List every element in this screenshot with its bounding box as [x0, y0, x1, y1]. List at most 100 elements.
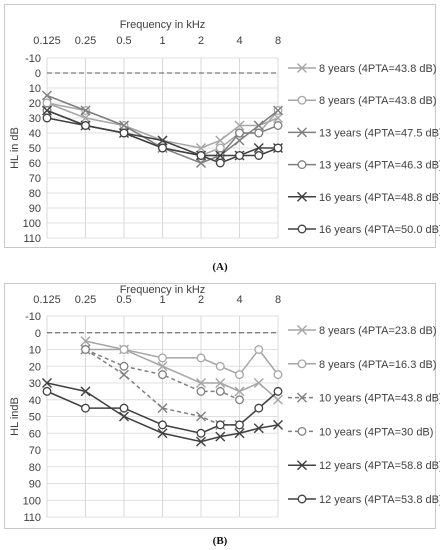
legend-label: 8 years (4PTA=43.8 dB)	[319, 63, 437, 75]
x-marker-stroke	[196, 378, 206, 388]
x-marker	[119, 411, 129, 422]
legend-label: 10 years (4PTA=43.8 dB)	[319, 393, 440, 405]
circle-marker	[119, 345, 129, 354]
chart-panel-a: -10 0 10 20 30 40 50 60 70 80 90 100 110 0.125 0.25 0.5…	[9, 19, 440, 245]
circle-marker	[119, 361, 129, 371]
circle-marker	[81, 403, 90, 413]
y-tick-label: 40	[29, 395, 41, 407]
circle-marker	[273, 121, 283, 130]
legend-label: 16 years (4PTA=48.8 dB)	[319, 192, 440, 204]
x-marker-stroke	[297, 63, 307, 73]
y-tick-label: 80	[29, 462, 41, 474]
x-marker	[157, 135, 168, 146]
legend-entry: 12 years (4PTA=58.8 dB)	[288, 460, 440, 472]
circle-marker	[119, 128, 129, 138]
x-marker-stroke	[80, 105, 91, 116]
y-tick-label: 110	[23, 512, 41, 524]
x-marker-stroke	[215, 135, 226, 146]
series-1	[80, 336, 283, 405]
circle-marker	[235, 128, 244, 138]
legend-entry: 13 years (4PTA=47.5 dB)	[288, 127, 440, 139]
legend-label: 8 years (4PTA=16.3 dB)	[319, 359, 437, 371]
x-marker	[215, 150, 226, 161]
x-tick-label: 2	[198, 35, 204, 47]
legend-entry: 8 years (4PTA=43.8 dB)	[288, 63, 437, 75]
legend-label: 16 years (4PTA=50.0 dB)	[319, 224, 440, 236]
x-marker-stroke	[157, 361, 168, 372]
x-marker	[196, 411, 206, 422]
circle-marker	[158, 420, 167, 430]
legend-label: 8 years (4PTA=23.8 dB)	[319, 325, 437, 337]
legend-entry: 10 years (4PTA=43.8 dB)	[288, 393, 440, 405]
y-tick-label: 70	[29, 173, 41, 185]
series-6	[42, 113, 283, 168]
x-marker	[42, 90, 52, 101]
legend-label: 10 years (4PTA=30 dB)	[319, 426, 433, 438]
x-marker	[42, 378, 52, 388]
x-marker-stroke	[273, 105, 283, 116]
y-tick-label: -10	[25, 311, 41, 323]
x-axis-title: Frequency in kHz	[120, 284, 206, 296]
circle-marker	[42, 113, 52, 123]
y-tick-label: 50	[29, 143, 41, 155]
series-line	[85, 340, 279, 401]
y-tick-label: 20	[29, 98, 41, 110]
circle-marker	[235, 370, 244, 380]
x-marker	[196, 378, 206, 388]
x-marker-stroke	[234, 135, 245, 146]
x-tick-label: 4	[236, 35, 242, 47]
x-marker	[297, 392, 307, 403]
x-tick-label: 1	[159, 35, 165, 47]
x-marker	[297, 127, 307, 138]
x-marker-stroke	[42, 105, 52, 116]
circle-marker	[215, 143, 225, 153]
y-tick-label: 80	[29, 188, 41, 200]
series-5	[42, 378, 283, 447]
x-marker-stroke	[297, 127, 307, 138]
x-marker	[80, 336, 91, 347]
x-marker	[273, 394, 283, 405]
x-marker	[297, 460, 307, 471]
legend-label: 13 years (4PTA=47.5 dB)	[319, 127, 440, 139]
x-marker-stroke	[215, 431, 226, 442]
y-tick-label: 70	[29, 445, 41, 457]
x-marker	[119, 120, 129, 131]
legend-entry: 12 years (4PTA=53.8 dB)	[288, 494, 440, 506]
circle-marker	[42, 98, 52, 108]
circle-marker	[297, 359, 307, 369]
y-tick-label: 100	[23, 218, 41, 230]
x-marker	[196, 436, 206, 447]
y-tick-label: -10	[25, 53, 41, 65]
x-marker-stroke	[253, 120, 264, 131]
y-tick-label: 40	[29, 128, 41, 140]
y-tick-label: 110	[23, 233, 41, 245]
x-tick-label: 8	[275, 35, 281, 47]
x-marker-stroke	[196, 436, 206, 447]
panel-a-frame	[4, 4, 436, 248]
x-marker-stroke	[297, 325, 307, 335]
x-marker	[234, 120, 245, 131]
x-marker	[157, 361, 168, 372]
x-marker-stroke	[196, 158, 206, 168]
circle-marker	[254, 128, 264, 138]
legend-entry: 16 years (4PTA=48.8 dB)	[288, 192, 440, 204]
circle-marker	[254, 345, 264, 354]
x-marker-stroke	[297, 392, 307, 403]
circle-marker	[196, 151, 206, 160]
x-marker	[297, 325, 307, 335]
x-tick-label: 1	[159, 294, 165, 306]
x-marker-stroke	[273, 394, 283, 405]
circle-marker	[297, 95, 307, 105]
circle-marker	[297, 160, 307, 170]
x-marker-stroke	[297, 460, 307, 471]
y-tick-label: 10	[29, 83, 41, 95]
circle-marker	[119, 403, 129, 413]
x-marker-stroke	[80, 113, 91, 123]
circle-marker	[215, 361, 225, 371]
legend-entry: 8 years (4PTA=16.3 dB)	[288, 359, 437, 371]
y-tick-label: 60	[29, 428, 41, 440]
y-tick-label: 30	[29, 378, 41, 390]
x-marker-stroke	[80, 386, 91, 397]
x-marker-stroke	[273, 113, 283, 123]
x-marker	[253, 423, 264, 434]
